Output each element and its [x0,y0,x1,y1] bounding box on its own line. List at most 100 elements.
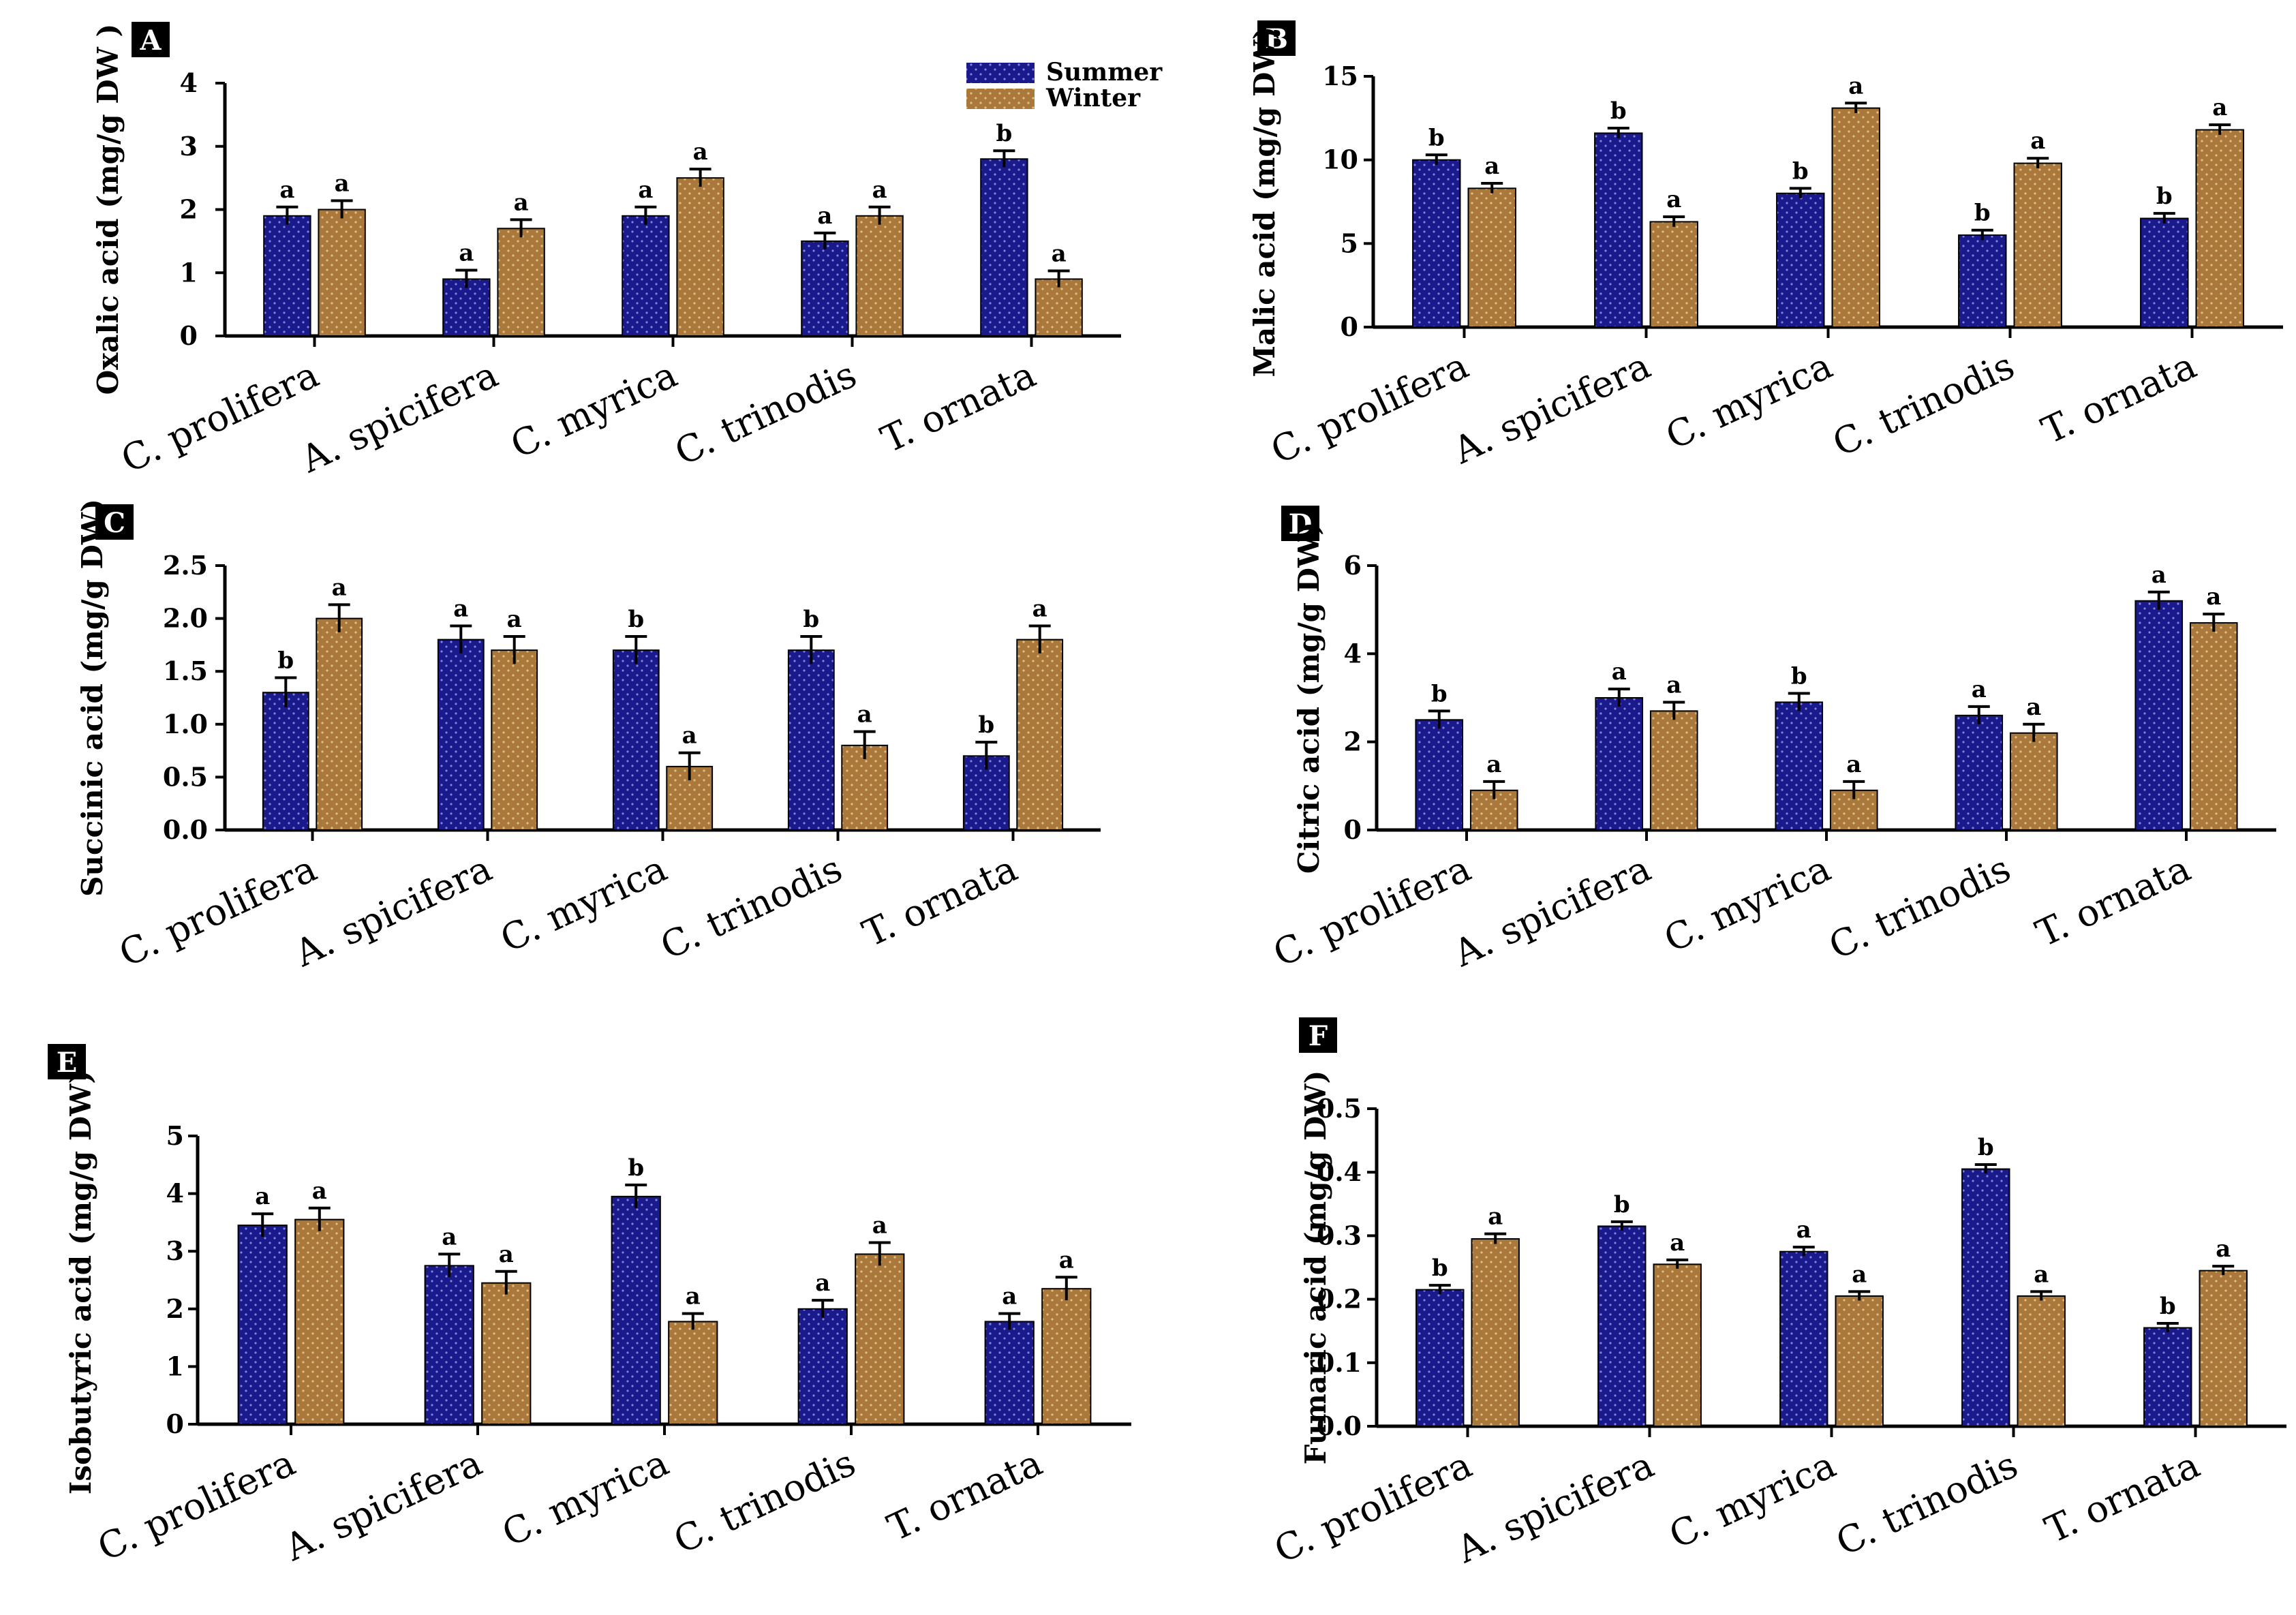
y-axis-title: Succinic acid (mg/g DW) [76,499,109,897]
panel-letter-badge [1257,20,1296,56]
significance-letter: a [872,1212,887,1240]
y-tick-label: 5 [1341,228,1358,258]
bar-summer [1961,1168,2010,1428]
category-label: C. prolifera [1264,344,1475,473]
category-label: T. ornata [881,1441,1049,1550]
bar-summer [263,215,311,337]
significance-letter: a [872,176,887,204]
y-tick-label: 2 [1344,726,1362,757]
panel-letter-badge [95,504,134,540]
significance-letter: a [459,240,474,267]
bar-winter [294,1218,345,1426]
significance-letter: a [279,176,294,204]
category-label: A. spicifera [294,353,504,482]
significance-letter: b [996,120,1013,147]
bar-winter [2189,622,2238,831]
panel-letter-badge [48,1044,86,1079]
legend-swatch-winter [966,89,1035,109]
significance-letter: b [1614,1191,1630,1218]
significance-letter: a [693,138,708,166]
significance-letter: a [1670,1229,1685,1257]
y-tick-label: 2 [166,1293,184,1324]
significance-letter: a [1059,1246,1074,1274]
significance-letter: a [1852,1261,1867,1288]
panel-e: E 0 1 2 3 4 5 Isobutyric acid (mg/g DW)C. proli… [48,1044,1131,1569]
significance-letter: b [803,606,819,633]
y-tick-label: 1.0 [163,709,208,739]
y-tick-label: 0 [166,1409,184,1439]
bar-winter [855,215,904,337]
significance-letter: a [857,701,872,728]
panel-letter-badge [1299,1017,1337,1053]
bar-winter [1649,710,1698,831]
category-label: A. spicifera [1446,344,1657,473]
y-tick-label: 4 [180,67,198,98]
y-tick-label: 2 [180,194,198,225]
y-tick-label: 0.2 [1317,1284,1362,1314]
legend-label-summer: Summer [1046,58,1163,87]
category-label: C. trinodis [1822,847,2017,968]
category-label: A. spicifera [1450,1443,1660,1572]
category-label: C. prolifera [112,847,323,976]
bar-summer [980,158,1028,337]
y-tick-label: 2.0 [163,603,208,634]
bar-winter [1653,1263,1702,1427]
significance-letter: a [332,574,347,601]
category-label: C. myrica [1663,1443,1842,1557]
bar-summer [611,1195,661,1425]
significance-letter: b [628,606,644,633]
significance-letter: a [1486,751,1501,778]
legend-swatch-summer [966,63,1035,83]
significance-letter: a [638,176,653,204]
bar-winter [491,649,538,831]
category-label: A. spicifera [278,1441,489,1570]
category-label: C. trinodis [654,847,848,968]
bar-winter [2195,129,2244,328]
bar-winter [1016,639,1064,831]
y-tick-label: 10 [1322,144,1358,175]
significance-letter: a [1032,595,1047,622]
panel-letter: B [1265,23,1288,55]
bar-summer [1779,1250,1828,1427]
category-label: C. myrica [1659,344,1839,458]
category-label: T. ornata [2030,847,2197,955]
bar-summer [1775,701,1824,831]
significance-letter: a [312,1178,327,1205]
bar-summer [1776,192,1825,328]
bar-winter [497,228,545,337]
y-tick-label: 0 [1344,814,1362,845]
legend-label-winter: Winter [1045,84,1141,112]
category-label: C. trinodis [1826,344,2021,465]
bar-winter [855,1253,905,1426]
category-label: T. ornata [874,353,1042,461]
y-tick-label: 2.5 [163,550,208,581]
significance-letter: a [255,1183,270,1210]
significance-letter: a [2206,583,2221,611]
significance-letter: a [1052,240,1067,267]
significance-letter: a [1002,1283,1017,1310]
significance-letter: a [1666,671,1681,698]
category-label: C. myrica [1657,847,1837,961]
significance-letter: a [1612,658,1627,686]
panel-b: B 0 5 10 15 Malic acid (mg/g DW)C. prolifera b… [1248,20,2283,472]
bar-winter [1835,1295,1884,1427]
significance-letter: a [1972,676,1987,703]
bar-summer [1415,1289,1465,1427]
significance-letter: a [514,189,529,216]
panel-letter-badge [132,22,170,57]
significance-letter: a [335,170,350,198]
significance-letter: a [817,202,832,230]
y-tick-label: 5 [166,1120,184,1151]
significance-letter: b [1432,1255,1448,1282]
bar-winter [1471,1238,1520,1428]
category-label: C. myrica [494,847,673,961]
bar-winter [2013,162,2062,328]
bar-winter [668,1321,718,1425]
y-tick-label: 1 [166,1351,184,1381]
significance-letter: a [1488,1203,1503,1231]
significance-letter: a [2212,94,2227,121]
y-axis-title: Isobutyric acid (mg/g DW) [64,1071,97,1495]
significance-letter: a [453,595,468,622]
